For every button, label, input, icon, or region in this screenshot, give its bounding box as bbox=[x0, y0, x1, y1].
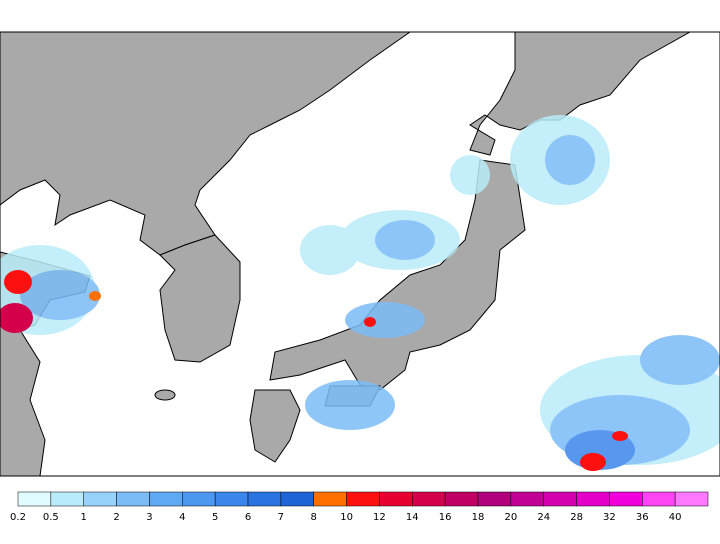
colorbar-label: 0.2 bbox=[10, 512, 26, 523]
rain-area bbox=[545, 135, 595, 185]
color-bin bbox=[444, 491, 479, 507]
color-bin bbox=[346, 491, 380, 507]
color-bin bbox=[83, 491, 117, 507]
colorbar-label: 4 bbox=[179, 512, 185, 523]
north-islands bbox=[469, 31, 692, 156]
colorbar-label: 7 bbox=[278, 512, 284, 523]
color-bin bbox=[247, 491, 282, 507]
colorbar: 0.2 0.5 1 2 3 4 5 6 7 8 10 12 14 16 18 20 24 28 32 36 40 bbox=[10, 491, 709, 523]
rain-area bbox=[20, 270, 100, 320]
color-bin bbox=[576, 491, 610, 507]
color-bin bbox=[412, 491, 446, 507]
heavy-rain bbox=[364, 317, 376, 327]
colorbar-label: 6 bbox=[245, 512, 251, 523]
color-bin bbox=[149, 491, 183, 507]
rain-area bbox=[345, 302, 425, 338]
colorbar-label: 12 bbox=[373, 512, 386, 523]
rain-area bbox=[300, 225, 360, 275]
colorbar-label: 24 bbox=[537, 512, 550, 523]
color-bin bbox=[379, 491, 413, 507]
colorbar-label: 36 bbox=[636, 512, 649, 523]
color-bin bbox=[17, 491, 52, 507]
rain-area bbox=[375, 220, 435, 260]
rain-area bbox=[640, 335, 720, 385]
colorbar-label: 32 bbox=[603, 512, 616, 523]
colorbar-label: 5 bbox=[212, 512, 218, 523]
color-bin bbox=[543, 491, 577, 507]
color-bin bbox=[674, 491, 709, 507]
rain-area bbox=[305, 380, 395, 430]
honshu bbox=[269, 159, 526, 391]
color-bin bbox=[313, 491, 347, 507]
colorbar-label: 16 bbox=[439, 512, 452, 523]
colorbar-label: 20 bbox=[504, 512, 517, 523]
colorbar-label: 8 bbox=[311, 512, 317, 523]
colorbar-label: 0.5 bbox=[43, 512, 59, 523]
colorbar-label: 3 bbox=[146, 512, 152, 523]
color-bin bbox=[609, 491, 643, 507]
heavy-rain bbox=[580, 453, 606, 471]
colorbar-label: 14 bbox=[406, 512, 419, 523]
color-bin bbox=[50, 491, 84, 507]
precipitation bbox=[0, 115, 720, 470]
colorbar-label: 40 bbox=[669, 512, 682, 523]
color-bin bbox=[510, 491, 544, 507]
color-bin bbox=[214, 491, 249, 507]
kyushu bbox=[249, 389, 301, 463]
rain-area bbox=[450, 155, 490, 195]
map-frame bbox=[0, 31, 720, 477]
colorbar-label: 2 bbox=[113, 512, 119, 523]
heavy-rain bbox=[89, 291, 101, 301]
color-bin bbox=[116, 491, 150, 507]
colorbar-label: 1 bbox=[81, 512, 87, 523]
heavy-rain bbox=[0, 303, 33, 333]
map bbox=[0, 31, 720, 477]
color-bin bbox=[182, 491, 216, 507]
color-bin bbox=[477, 491, 512, 507]
colorbar-label: 28 bbox=[570, 512, 583, 523]
heavy-rain bbox=[4, 270, 32, 294]
color-bin bbox=[280, 491, 314, 507]
color-bin bbox=[642, 491, 676, 507]
island bbox=[154, 389, 176, 401]
colorbar-label: 18 bbox=[472, 512, 485, 523]
heavy-rain bbox=[612, 431, 628, 441]
korea bbox=[159, 234, 241, 363]
colorbar-label: 10 bbox=[340, 512, 353, 523]
